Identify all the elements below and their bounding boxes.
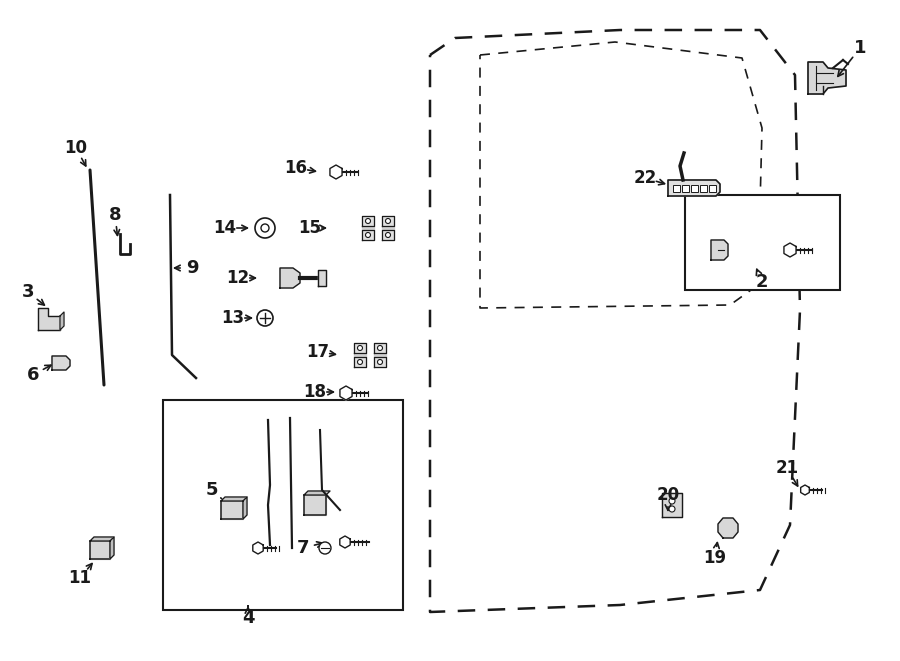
Text: 12: 12 [227,269,249,287]
Polygon shape [52,356,70,370]
Text: 9: 9 [185,259,198,277]
Text: 18: 18 [303,383,327,401]
Text: 19: 19 [704,549,726,567]
Bar [163,400,403,610]
Text: 21: 21 [776,459,798,477]
Polygon shape [711,240,728,260]
Polygon shape [382,226,394,230]
Polygon shape [668,180,720,196]
Bar [708,184,716,192]
Bar [681,184,688,192]
Text: 20: 20 [656,486,680,504]
Circle shape [261,224,269,232]
Bar [699,184,707,192]
Text: 2: 2 [756,273,769,291]
Polygon shape [354,343,366,353]
Text: 10: 10 [65,139,87,157]
Circle shape [255,218,275,238]
Polygon shape [221,497,247,501]
Text: 6: 6 [27,366,40,384]
Polygon shape [110,537,114,559]
Bar [690,184,698,192]
Polygon shape [354,353,366,357]
Circle shape [385,233,391,237]
Polygon shape [330,165,342,179]
Polygon shape [60,312,64,330]
Text: 11: 11 [68,569,92,587]
Circle shape [257,310,273,326]
Text: 4: 4 [242,609,254,627]
Polygon shape [362,216,374,226]
Text: 17: 17 [306,343,329,361]
Text: 14: 14 [213,219,237,237]
Polygon shape [801,485,809,495]
Polygon shape [784,243,796,257]
Circle shape [669,498,675,504]
Polygon shape [253,542,263,554]
Text: 7: 7 [297,539,310,557]
Text: 5: 5 [206,481,218,499]
Polygon shape [318,270,326,286]
Polygon shape [221,501,243,519]
Circle shape [357,360,363,364]
Text: 22: 22 [634,169,657,187]
Polygon shape [374,353,386,357]
Text: 3: 3 [22,283,34,301]
Polygon shape [362,230,374,240]
Text: 16: 16 [284,159,308,177]
Circle shape [377,360,382,364]
Polygon shape [280,268,300,288]
Polygon shape [304,491,330,495]
Polygon shape [374,357,386,367]
Polygon shape [90,537,114,541]
Polygon shape [243,497,247,519]
Polygon shape [718,518,738,538]
Polygon shape [354,357,366,367]
Text: 8: 8 [109,206,122,224]
Text: 15: 15 [299,219,321,237]
Circle shape [365,219,371,223]
Polygon shape [374,343,386,353]
Polygon shape [304,495,326,515]
Polygon shape [808,62,846,94]
Polygon shape [340,536,350,548]
Text: 13: 13 [221,309,245,327]
Bar [672,184,680,192]
Polygon shape [382,230,394,240]
Polygon shape [662,493,682,517]
Polygon shape [362,226,374,230]
Bar [685,195,840,290]
Circle shape [319,542,331,554]
Circle shape [357,346,363,350]
Polygon shape [38,308,60,330]
Polygon shape [382,216,394,226]
Circle shape [377,346,382,350]
Text: 1: 1 [854,39,866,57]
Polygon shape [340,386,352,400]
Circle shape [669,506,675,512]
Polygon shape [90,541,110,559]
Circle shape [365,233,371,237]
Circle shape [385,219,391,223]
